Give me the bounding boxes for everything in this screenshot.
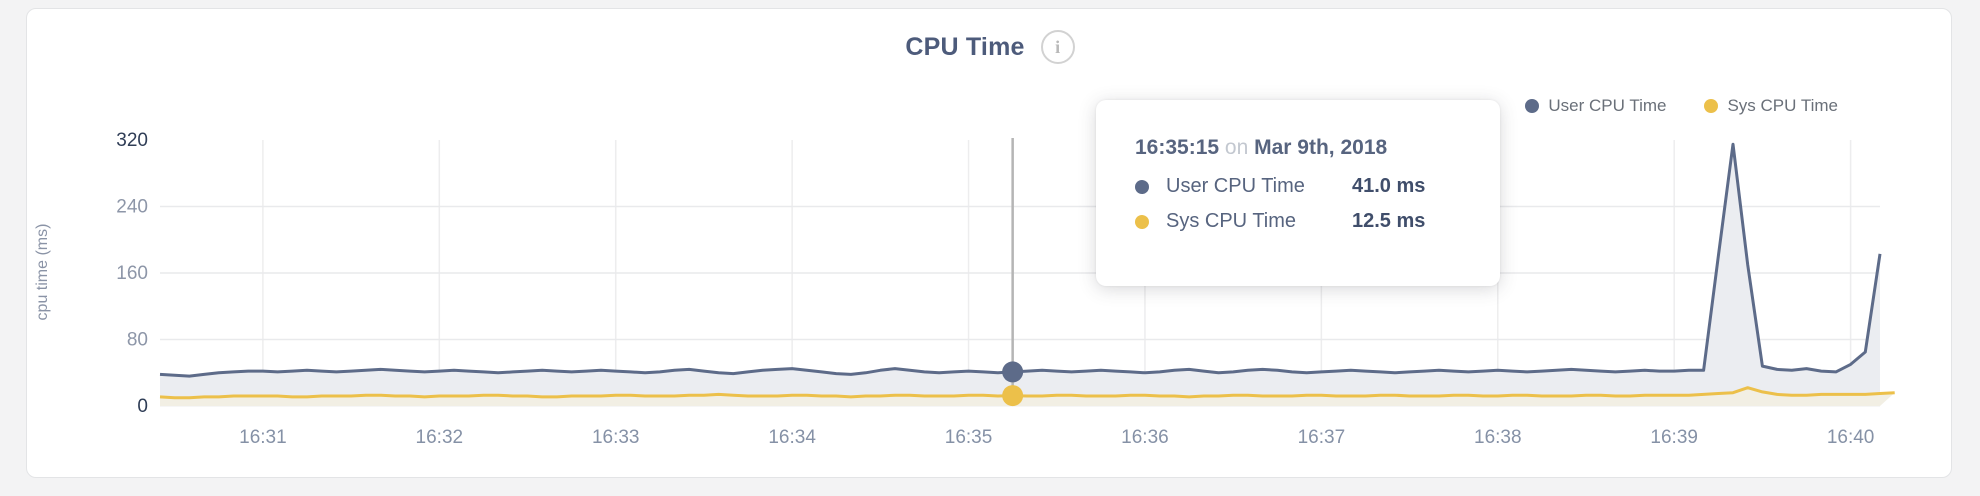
chart-tooltip: 16:35:15 on Mar 9th, 2018 User CPU Time …	[1096, 100, 1500, 286]
user-cpu-line	[159, 142, 1882, 378]
legend-item-sys-cpu-time[interactable]: Sys CPU Time	[1704, 96, 1838, 116]
sys-cpu-line	[159, 386, 1895, 400]
sys-series-dot-icon	[1704, 99, 1719, 113]
highlight-point-user[interactable]	[1002, 361, 1024, 383]
y-tick-label: 0	[137, 396, 148, 417]
chart-title: CPU Time	[905, 32, 1025, 61]
highlight-point-sys[interactable]	[1002, 385, 1024, 407]
tooltip-row-label: User CPU Time	[1166, 175, 1305, 197]
user-series-dot-icon	[1135, 179, 1149, 194]
y-tick-label: 80	[127, 330, 148, 351]
sys-series-dot-icon	[1135, 214, 1149, 229]
x-tick-label: 16:38	[1474, 427, 1522, 448]
y-tick-label: 320	[116, 130, 148, 151]
tooltip-connector: on	[1224, 136, 1249, 159]
legend-label: User CPU Time	[1548, 96, 1667, 115]
tooltip-row-sys: Sys CPU Time 12.5 ms	[1135, 210, 1472, 233]
x-tick-label: 16:35	[945, 427, 993, 448]
user-cpu-area	[160, 144, 1880, 406]
tooltip-row-value: 41.0 ms	[1352, 175, 1426, 197]
x-tick-label: 16:36	[1121, 427, 1169, 448]
chart-header: CPU Time i	[0, 30, 1980, 64]
tooltip-date: Mar 9th, 2018	[1254, 136, 1388, 159]
info-icon[interactable]: i	[1040, 30, 1075, 64]
tooltip-row-label: Sys CPU Time	[1166, 210, 1297, 232]
y-tick-label: 240	[116, 197, 148, 218]
tooltip-row-user: User CPU Time 41.0 ms	[1135, 175, 1472, 198]
tooltip-timestamp: 16:35:15 on Mar 9th, 2018	[1135, 136, 1472, 160]
legend-item-user-cpu-time[interactable]: User CPU Time	[1525, 96, 1666, 116]
chart-legend: User CPU Time Sys CPU Time	[1525, 96, 1838, 116]
x-tick-label: 16:31	[239, 427, 287, 448]
x-tick-label: 16:39	[1650, 427, 1698, 448]
x-tick-label: 16:34	[768, 427, 816, 448]
y-tick-label: 160	[116, 263, 148, 284]
tooltip-row-value: 12.5 ms	[1352, 210, 1426, 232]
x-tick-label: 16:33	[592, 427, 640, 448]
x-tick-label: 16:37	[1298, 427, 1346, 448]
x-tick-label: 16:40	[1827, 427, 1875, 448]
user-series-dot-icon	[1525, 99, 1540, 113]
legend-label: Sys CPU Time	[1727, 96, 1838, 115]
tooltip-time: 16:35:15	[1135, 136, 1220, 159]
x-tick-label: 16:32	[416, 427, 464, 448]
